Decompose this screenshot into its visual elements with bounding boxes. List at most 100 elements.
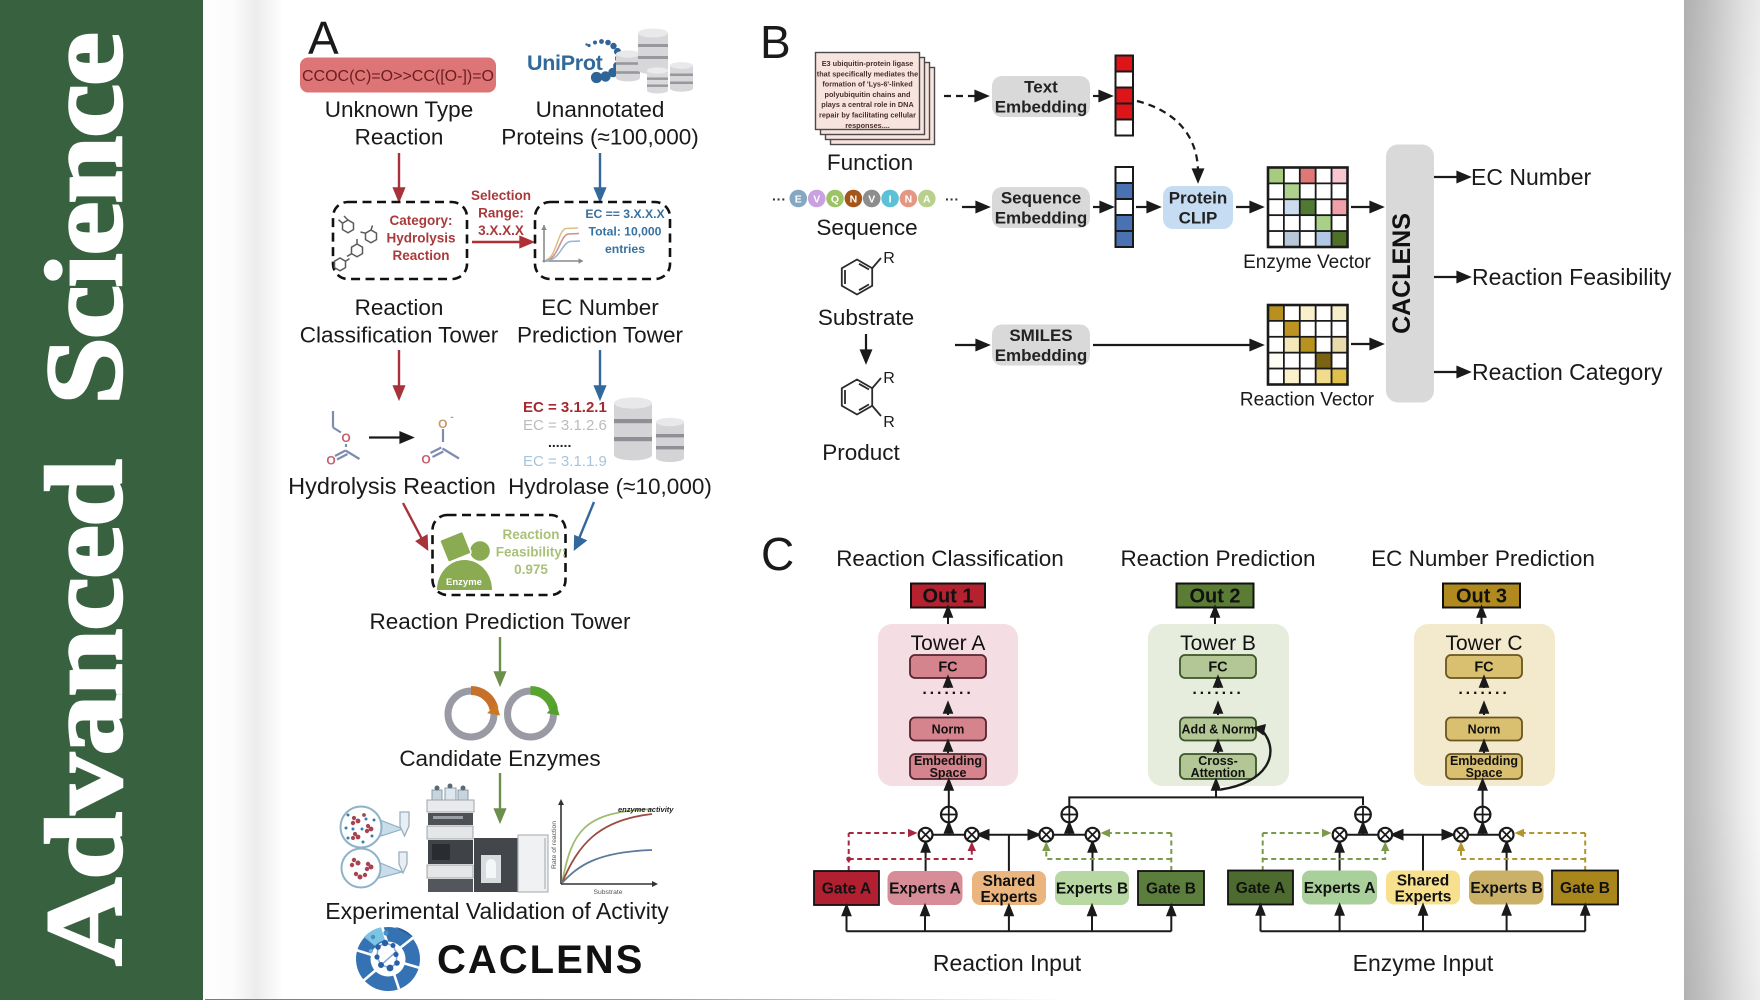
svg-text:Reaction Category: Reaction Category xyxy=(1472,359,1663,385)
svg-text:Reaction Prediction: Reaction Prediction xyxy=(1120,546,1315,571)
svg-text:Enzyme Input: Enzyme Input xyxy=(1353,950,1494,976)
svg-text:R: R xyxy=(883,250,895,267)
svg-text:Experts: Experts xyxy=(1395,889,1452,906)
svg-text:Embedding: Embedding xyxy=(1450,754,1518,768)
svg-text:Experts: Experts xyxy=(980,889,1037,906)
svg-text:···: ··· xyxy=(945,191,959,207)
svg-text:Tower B: Tower B xyxy=(1180,632,1256,655)
svg-text:Reaction: Reaction xyxy=(502,527,559,542)
svg-text:Tower C: Tower C xyxy=(1445,632,1522,655)
svg-text:Space: Space xyxy=(1466,766,1503,780)
svg-text:Experts A: Experts A xyxy=(889,881,961,898)
svg-text:EC == 3.X.X.X: EC == 3.X.X.X xyxy=(585,207,665,221)
svg-text:Range:: Range: xyxy=(478,206,524,221)
svg-text:V: V xyxy=(813,194,820,206)
svg-text:Reaction Prediction Tower: Reaction Prediction Tower xyxy=(370,609,631,634)
svg-text:O: O xyxy=(438,417,447,431)
svg-text:Reaction: Reaction xyxy=(355,295,444,320)
svg-text:E3 ubiquitin-protein ligase: E3 ubiquitin-protein ligase xyxy=(822,59,914,68)
svg-text:FC: FC xyxy=(1208,660,1228,676)
svg-text:Enzyme Vector: Enzyme Vector xyxy=(1243,252,1371,273)
svg-text:Gate B: Gate B xyxy=(1560,880,1610,897)
svg-text:Hydrolase (≈10,000): Hydrolase (≈10,000) xyxy=(508,474,712,499)
svg-text:Rate of reaction: Rate of reaction xyxy=(551,821,558,869)
svg-text:Reaction: Reaction xyxy=(392,248,449,263)
svg-text:A: A xyxy=(308,12,339,64)
svg-text:Shared: Shared xyxy=(983,873,1036,890)
svg-text:Proteins (≈100,000): Proteins (≈100,000) xyxy=(501,125,698,150)
svg-text:Function: Function xyxy=(827,150,913,175)
svg-text:Hydrolysis: Hydrolysis xyxy=(386,231,455,246)
svg-text:Reaction Classification: Reaction Classification xyxy=(836,546,1064,571)
svg-text:Experts B: Experts B xyxy=(1056,881,1128,898)
svg-text:I: I xyxy=(889,194,892,206)
svg-text:Tower A: Tower A xyxy=(911,632,986,655)
svg-text:C: C xyxy=(761,528,794,580)
svg-text:0.975: 0.975 xyxy=(514,562,548,577)
svg-text:CACLENS: CACLENS xyxy=(1388,213,1416,334)
svg-text:Feasibility:: Feasibility: xyxy=(496,545,567,560)
svg-text:R: R xyxy=(883,370,895,387)
svg-text:N: N xyxy=(850,194,858,206)
svg-text:Substrate: Substrate xyxy=(593,889,622,896)
svg-text:Embedding: Embedding xyxy=(995,209,1088,228)
svg-text:EC = 3.1.2.1: EC = 3.1.2.1 xyxy=(523,399,607,416)
svg-text:Out 3: Out 3 xyxy=(1456,586,1507,608)
svg-text:Gate A: Gate A xyxy=(1236,880,1285,897)
svg-text:Reaction Vector: Reaction Vector xyxy=(1240,390,1375,411)
svg-text:Sequence: Sequence xyxy=(816,215,917,240)
svg-text:Reaction Input: Reaction Input xyxy=(933,950,1082,976)
svg-text:Norm: Norm xyxy=(932,723,965,737)
svg-text:Substrate: Substrate xyxy=(818,305,914,330)
svg-text:Prediction Tower: Prediction Tower xyxy=(517,323,683,348)
svg-text:enzyme activity: enzyme activity xyxy=(618,805,674,814)
svg-text:FC: FC xyxy=(938,660,958,676)
svg-text:FC: FC xyxy=(1474,660,1494,676)
svg-text:EC Number: EC Number xyxy=(541,295,659,320)
svg-text:Experts B: Experts B xyxy=(1470,880,1542,897)
svg-text:Total: 10,000: Total: 10,000 xyxy=(589,225,662,239)
svg-text:Space: Space xyxy=(930,766,967,780)
svg-text:EC Number: EC Number xyxy=(1471,164,1591,190)
svg-text:Protein: Protein xyxy=(1169,189,1228,208)
svg-text:CLIP: CLIP xyxy=(1179,209,1218,228)
svg-text:formation of 'Lys-6'-linked: formation of 'Lys-6'-linked xyxy=(822,80,912,89)
svg-text:Cross-: Cross- xyxy=(1198,754,1238,768)
svg-text:CCOC(C)=O>>CC([O-])=O: CCOC(C)=O>>CC([O-])=O xyxy=(302,68,494,85)
svg-text:repair by facilitating cellula: repair by facilitating cellular xyxy=(819,111,916,120)
svg-text:plays a central role in DNA: plays a central role in DNA xyxy=(821,100,914,109)
svg-text:N: N xyxy=(905,194,913,206)
svg-text:Out 2: Out 2 xyxy=(1189,586,1240,608)
svg-text:Norm: Norm xyxy=(1468,723,1501,737)
svg-text:Text: Text xyxy=(1024,78,1058,97)
svg-text:Classification Tower: Classification Tower xyxy=(300,323,499,348)
svg-text:that specifically mediates the: that specifically mediates the xyxy=(817,69,918,78)
svg-text:Selection: Selection xyxy=(471,188,531,203)
svg-text:Sequence: Sequence xyxy=(1001,189,1081,208)
svg-text:SMILES: SMILES xyxy=(1009,326,1072,345)
svg-text:···: ··· xyxy=(772,191,786,207)
svg-text:Out 1: Out 1 xyxy=(922,586,973,608)
svg-text:·······: ······· xyxy=(1192,685,1243,702)
svg-text:Experimental Validation of Act: Experimental Validation of Activity xyxy=(325,898,669,924)
svg-text:EC = 3.1.2.6: EC = 3.1.2.6 xyxy=(523,417,607,434)
svg-text:3.X.X.X: 3.X.X.X xyxy=(478,223,524,238)
svg-text:Unknown Type: Unknown Type xyxy=(325,97,473,122)
svg-text:......: ...... xyxy=(548,434,571,450)
svg-text:B: B xyxy=(760,16,791,68)
svg-text:Add & Norm: Add & Norm xyxy=(1182,723,1255,737)
svg-text:O: O xyxy=(326,454,335,468)
svg-text:Product: Product xyxy=(822,440,900,465)
svg-text:polyubiquitin chains and: polyubiquitin chains and xyxy=(825,90,911,99)
svg-text:Embedding: Embedding xyxy=(995,346,1088,365)
svg-text:Q: Q xyxy=(831,194,839,206)
svg-text:Reaction Feasibility: Reaction Feasibility xyxy=(1472,264,1672,290)
svg-text:responses....: responses.... xyxy=(845,121,890,130)
svg-text:-: - xyxy=(450,412,453,423)
svg-text:UniProt: UniProt xyxy=(527,51,603,75)
svg-text:Embedding: Embedding xyxy=(914,754,982,768)
svg-text:O: O xyxy=(421,453,430,467)
svg-text:·······: ······· xyxy=(922,685,973,702)
svg-text:Embedding: Embedding xyxy=(995,98,1088,117)
svg-text:·······: ······· xyxy=(1458,685,1509,702)
